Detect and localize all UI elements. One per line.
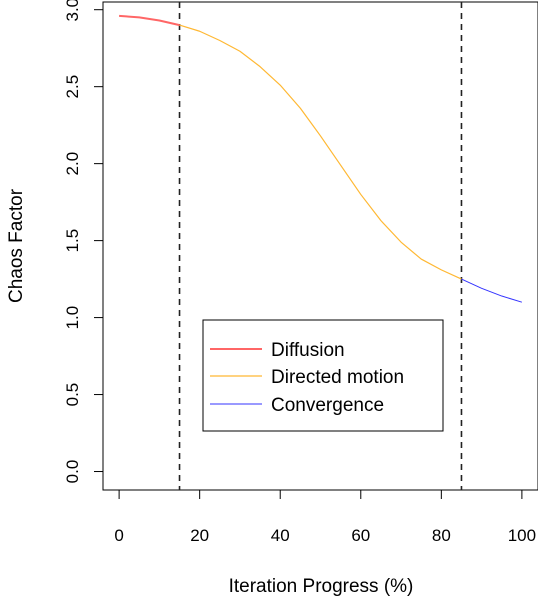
y-tick-label: 1.5	[63, 229, 82, 253]
y-tick-label: 2.0	[63, 152, 82, 176]
y-axis: 0.0 0.5 1.0 1.5 2.0 2.5 3.0	[63, 0, 103, 483]
legend-label-diffusion: Diffusion	[271, 340, 345, 361]
plot-frame	[102, 1, 538, 491]
x-tick-label: 20	[190, 526, 209, 545]
x-tick-label: 80	[432, 526, 451, 545]
legend-label-directed-motion: Directed motion	[271, 367, 404, 388]
series-line-directed-motion	[179, 24, 462, 280]
x-axis: 0 20 40 60 80 100	[114, 490, 536, 545]
x-tick-label: 0	[114, 526, 123, 545]
legend: Diffusion Directed motion Convergence	[202, 319, 444, 432]
series-lines	[119, 14, 523, 303]
x-tick-label: 60	[351, 526, 370, 545]
series-line-convergence	[461, 278, 523, 303]
x-axis-title: Iteration Progress (%)	[229, 576, 414, 597]
x-tick-label: 40	[271, 526, 290, 545]
y-tick-label: 2.5	[63, 75, 82, 99]
phase-boundaries	[178, 2, 463, 490]
y-tick-label: 0.0	[63, 460, 82, 484]
x-tick-label: 100	[508, 526, 536, 545]
series-line-diffusion	[119, 14, 180, 27]
legend-label-convergence: Convergence	[271, 395, 384, 416]
y-tick-label: 1.0	[63, 306, 82, 330]
y-tick-label: 0.5	[63, 383, 82, 407]
y-tick-label: 3.0	[63, 0, 82, 22]
y-axis-title: Chaos Factor	[6, 188, 27, 303]
